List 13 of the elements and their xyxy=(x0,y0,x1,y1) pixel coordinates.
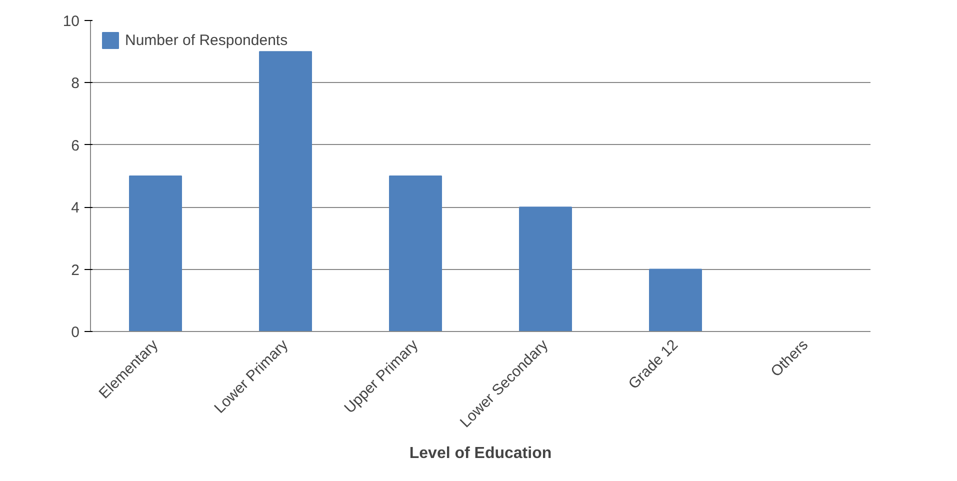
y-tick-label: 8 xyxy=(71,75,80,92)
y-tick-label: 10 xyxy=(62,13,80,30)
x-axis-title: Level of Education xyxy=(409,445,552,462)
bar xyxy=(649,268,702,332)
bar xyxy=(259,51,312,332)
bar xyxy=(129,176,182,332)
bar xyxy=(519,206,572,332)
y-tick-label: 6 xyxy=(71,137,80,154)
y-tick-label: 0 xyxy=(71,324,80,341)
bar xyxy=(389,176,442,332)
legend-label: Number of Respondents xyxy=(125,32,288,48)
y-tick-label: 2 xyxy=(71,262,80,279)
y-tick-label: 4 xyxy=(71,200,80,217)
